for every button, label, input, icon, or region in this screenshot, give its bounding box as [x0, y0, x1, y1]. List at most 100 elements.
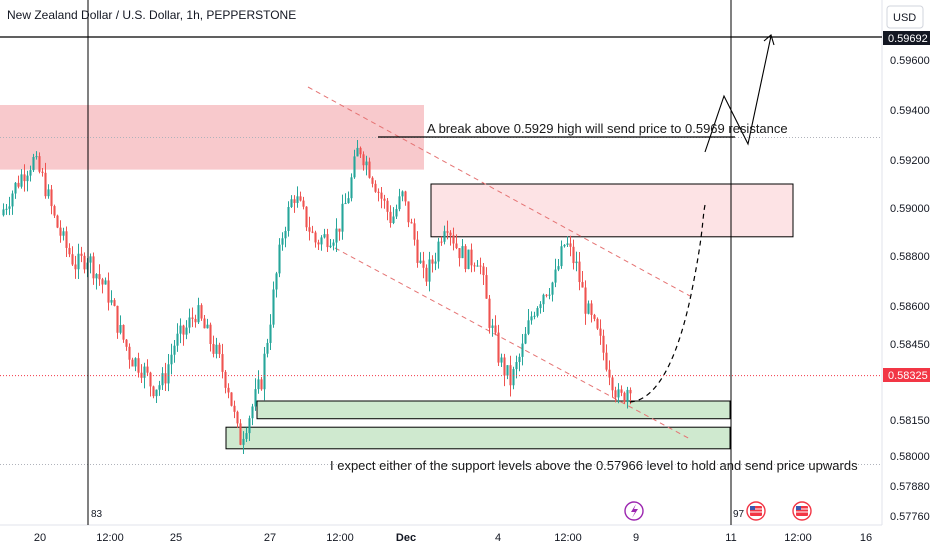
- candle-body: [371, 177, 374, 184]
- candle-body: [131, 359, 134, 367]
- candle-body: [551, 282, 554, 295]
- currency-box[interactable]: [886, 5, 924, 29]
- candle-body: [194, 318, 197, 323]
- candle-body: [629, 389, 632, 394]
- time-tick-label: 27: [264, 532, 276, 544]
- candle-body: [419, 260, 422, 263]
- candle-body: [560, 246, 563, 267]
- candle-body: [563, 244, 566, 247]
- vline-label-right: 97: [733, 509, 745, 520]
- candle-body: [134, 358, 137, 367]
- candle-body: [248, 418, 251, 434]
- candle-body: [53, 206, 56, 216]
- us-flag-event-icon-1[interactable]: [746, 501, 766, 521]
- current-price-tag: [883, 368, 930, 382]
- support-zone-2: [225, 426, 731, 450]
- candle-body: [77, 253, 80, 270]
- candle-body: [365, 161, 368, 166]
- candle-body: [317, 242, 320, 245]
- candle-body: [281, 238, 284, 245]
- candle-body: [539, 304, 542, 309]
- candle-body: [8, 206, 11, 209]
- candle-body: [62, 231, 65, 236]
- candle-body: [503, 357, 506, 376]
- candle-body: [89, 256, 92, 263]
- candles-layer: [2, 139, 632, 455]
- candle-body: [290, 199, 293, 207]
- candle-body: [74, 264, 77, 270]
- time-tick-label: 20: [34, 532, 46, 544]
- candle-body: [218, 344, 221, 355]
- candle-body: [2, 209, 5, 216]
- candle-body: [341, 203, 344, 232]
- candle-body: [482, 266, 485, 276]
- candle-body: [530, 316, 533, 321]
- candle-body: [59, 227, 62, 236]
- candle-body: [323, 234, 326, 238]
- candle-body: [542, 294, 545, 305]
- zones-layer: [0, 105, 794, 450]
- candle-body: [617, 389, 620, 398]
- candle-body: [95, 274, 98, 279]
- candle-body: [623, 392, 626, 402]
- candle-body: [404, 191, 407, 202]
- candle-body: [47, 189, 50, 197]
- candle-body: [245, 433, 248, 439]
- support-zone-1: [256, 400, 731, 420]
- vline-label-left: 83: [91, 509, 103, 520]
- candle-body: [545, 294, 548, 296]
- candle-body: [263, 353, 266, 390]
- candle-body: [83, 255, 86, 270]
- candle-body: [152, 386, 155, 397]
- candle-body: [350, 177, 353, 199]
- candle-body: [458, 248, 461, 259]
- projection-dashed-path: [629, 204, 706, 403]
- price-tick-label: 0.57760: [890, 511, 930, 523]
- candle-body: [23, 174, 26, 182]
- lightning-event-icon[interactable]: [624, 501, 644, 521]
- candle-body: [500, 357, 503, 363]
- candle-body: [203, 318, 206, 329]
- candle-body: [353, 156, 356, 178]
- candle-body: [251, 406, 254, 419]
- candle-body: [335, 228, 338, 243]
- candle-body: [233, 405, 236, 412]
- candle-body: [464, 246, 467, 269]
- candle-body: [122, 324, 125, 340]
- candle-body: [521, 343, 524, 357]
- candle-body: [197, 305, 200, 323]
- candle-body: [587, 303, 590, 314]
- candle-body: [35, 156, 38, 158]
- candle-body: [437, 241, 440, 262]
- time-tick-label: 12:00: [96, 532, 124, 544]
- candle-body: [29, 170, 32, 176]
- candle-body: [452, 235, 455, 244]
- candle-body: [581, 282, 584, 288]
- candle-body: [299, 196, 302, 201]
- candle-body: [293, 199, 296, 203]
- candle-body: [224, 371, 227, 388]
- candle-body: [149, 372, 152, 387]
- candle-body: [119, 324, 122, 333]
- candle-body: [446, 231, 449, 233]
- candle-body: [275, 273, 278, 290]
- time-tick-label: 12:00: [784, 532, 812, 544]
- us-flag-event-icon-2[interactable]: [792, 501, 812, 521]
- candle-body: [338, 228, 341, 232]
- candle-body: [359, 147, 362, 155]
- candle-body: [524, 333, 527, 344]
- candle-body: [536, 308, 539, 316]
- time-tick-label: 4: [495, 532, 501, 544]
- candle-body: [38, 156, 41, 172]
- time-tick-label: 11: [725, 532, 736, 544]
- candle-body: [626, 389, 629, 402]
- candle-body: [146, 366, 149, 373]
- candle-body: [221, 354, 224, 372]
- candle-body: [98, 274, 101, 280]
- candle-body: [113, 300, 116, 306]
- candle-body: [287, 206, 290, 231]
- candle-body: [284, 230, 287, 239]
- candle-body: [26, 175, 29, 182]
